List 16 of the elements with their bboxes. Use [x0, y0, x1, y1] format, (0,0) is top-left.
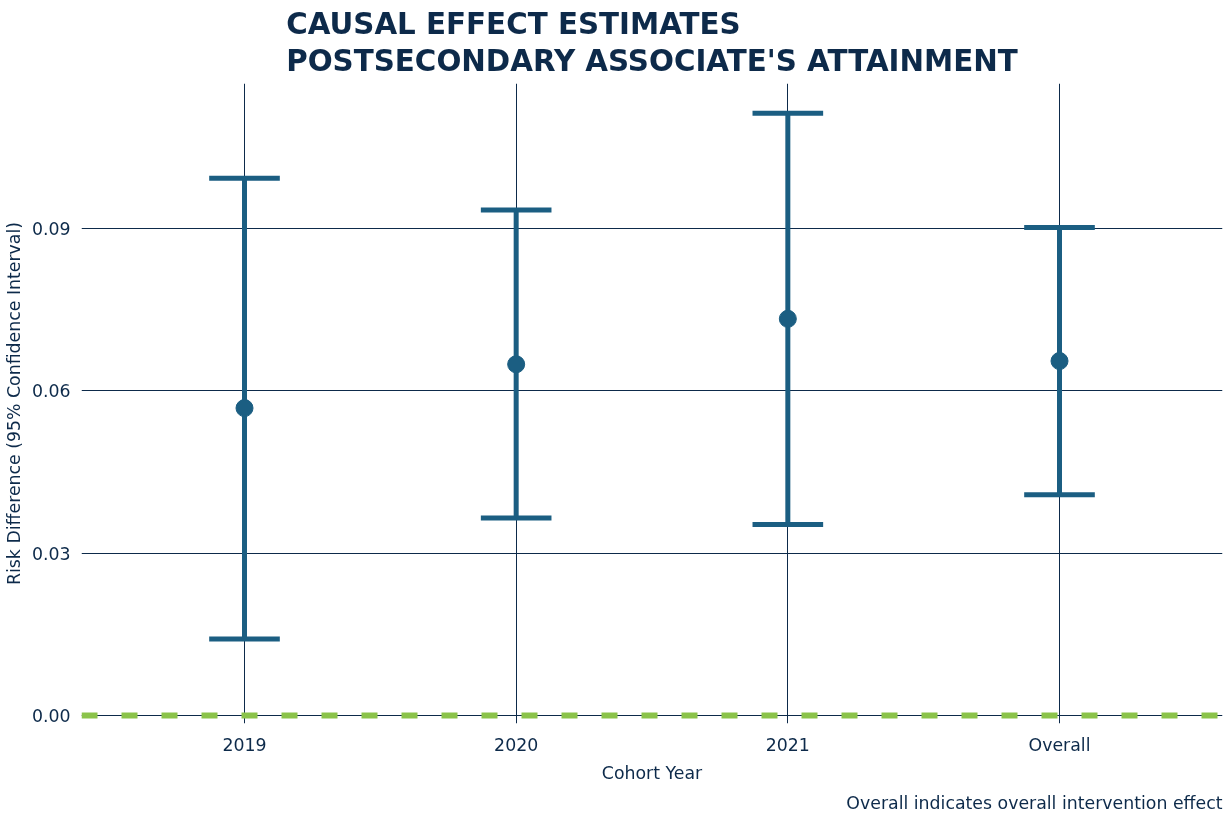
point	[235, 399, 254, 418]
point	[778, 309, 797, 328]
y-tick-label: 0.06	[31, 381, 71, 402]
y-tick-label: 0.09	[31, 218, 71, 239]
text: Overall indicates overall intervention effect	[846, 792, 1223, 813]
x-tick-label: 2020	[494, 734, 539, 755]
y-tick-label: 0.03	[31, 543, 71, 564]
x-tick-label: 2019	[222, 734, 267, 755]
chart-title: CAUSAL EFFECT ESTIMATES POSTSECONDARY ASSOCIATE'S ATTAINMENT	[286, 7, 1018, 79]
point	[1050, 352, 1069, 371]
point	[507, 355, 526, 374]
x-tick-label: 2021	[765, 734, 810, 755]
y-tick-label: 0.00	[31, 705, 71, 726]
y-axis-title: Risk Difference (95% Confidence Interval)	[3, 221, 24, 586]
x-axis-title: Cohort Year	[601, 762, 704, 783]
x-tick-label: Overall	[1028, 734, 1091, 755]
